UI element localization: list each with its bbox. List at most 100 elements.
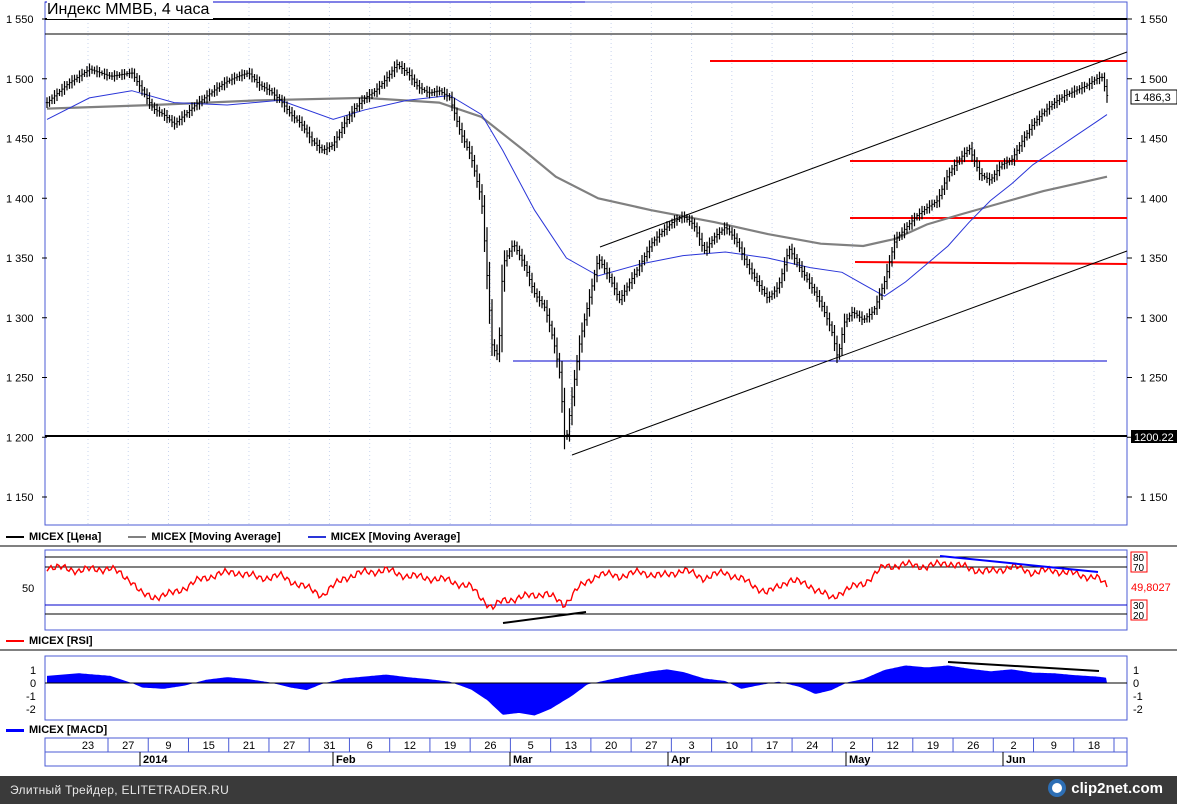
month-label: Mar: [513, 754, 533, 766]
day-label: 12: [887, 740, 899, 752]
legend-item-ma-short: MICEX [Moving Average]: [307, 531, 461, 543]
price-tick-label-right: 1 400: [1140, 193, 1168, 205]
price-tick-label: 1 550: [6, 14, 34, 26]
month-label: May: [849, 754, 871, 766]
price-tick-label: 1 400: [6, 193, 34, 205]
price-tick-label-right: 1 550: [1140, 14, 1168, 26]
macd-tick-label-right: -2: [1133, 704, 1143, 716]
legend-label-macd: MICEX [MACD]: [29, 724, 108, 736]
price-tick-label-right: 1 450: [1140, 134, 1168, 146]
legend-label-ma-long: MICEX [Moving Average]: [151, 531, 281, 543]
legend-label-ma-short: MICEX [Moving Average]: [330, 531, 461, 543]
price-tick-label: 1 300: [6, 313, 34, 325]
price-tick-label-right: 1 250: [1140, 373, 1168, 385]
rsi-panel: 50 80 70 30 20 49,8027: [22, 549, 1171, 631]
month-label: 2014: [143, 754, 168, 766]
day-label: 19: [444, 740, 456, 752]
rsi-label-70: 70: [1133, 563, 1145, 574]
price-tick-label: 1 150: [6, 492, 34, 504]
legend-item-price: MICEX [Цена]: [6, 531, 101, 543]
price-legend: MICEX [Цена] MICEX [Moving Average] MICE…: [6, 531, 484, 543]
rsi-tick-50: 50: [22, 583, 34, 595]
legend-item-ma-long: MICEX [Moving Average]: [128, 531, 281, 543]
legend-swatch-macd: [6, 728, 24, 732]
day-labels: 23 27 9 15 21 27 31 6 12 19 26 5 13 20 27 3 10 17 24 2 12 19 2…: [82, 738, 1115, 752]
channel-lower-line: [571, 250, 1128, 456]
price-tick-label-right: 1 300: [1140, 313, 1168, 325]
clip2net-logo-text: clip2net.com: [1071, 780, 1163, 797]
rsi-value-label: 49,8027: [1131, 582, 1171, 594]
chart-title: Индекс ММВБ, 4 часа: [47, 1, 214, 19]
legend-swatch-price: [6, 536, 24, 539]
macd-axis-right: 10-1-2: [1133, 665, 1143, 716]
legend-label-price: MICEX [Цена]: [29, 531, 102, 543]
macd-tick-label: -2: [26, 704, 36, 716]
day-label: 27: [283, 740, 295, 752]
day-label: 2: [1010, 740, 1016, 752]
month-label: Feb: [336, 754, 356, 766]
month-label: Apr: [671, 754, 691, 766]
price-tick-label: 1 250: [6, 373, 34, 385]
day-label: 10: [726, 740, 738, 752]
macd-histogram: [47, 665, 1107, 716]
level-badge: 1200.22: [1131, 430, 1177, 444]
day-label: 5: [528, 740, 534, 752]
macd-tick-label: 0: [30, 678, 36, 690]
macd-tick-label-right: -1: [1133, 691, 1143, 703]
price-tick-label: 1 200: [6, 432, 34, 444]
day-label: 23: [82, 740, 94, 752]
price-tick-label-right: 1 150: [1140, 492, 1168, 504]
day-label: 15: [203, 740, 215, 752]
day-label: 19: [927, 740, 939, 752]
price-tick-label-right: 1 350: [1140, 253, 1168, 265]
price-tick-label-right: 1 500: [1140, 74, 1168, 86]
last-value-badge: 1 486,3: [1130, 89, 1177, 105]
macd-panel-frame: [44, 655, 1128, 721]
level-value-label: 1200.22: [1134, 432, 1174, 444]
macd-tick-label: -1: [26, 691, 36, 703]
day-label: 9: [165, 740, 171, 752]
legend-swatch-ma-short: [307, 536, 326, 539]
legend-swatch-ma-long: [128, 536, 147, 539]
rsi-line: [46, 558, 1108, 611]
day-label: 27: [645, 740, 657, 752]
clip2net-logo[interactable]: clip2net.com: [1048, 779, 1163, 798]
rsi-panel-frame: [44, 549, 1128, 631]
price-panel: 1 550 1 500 1 450 1 400 1 350 1 300 1 250 1 200…: [6, 1, 1177, 526]
month-labels: 2014 Feb Mar Apr May Jun: [139, 752, 1026, 766]
ma-long-line: [46, 96, 1108, 248]
macd-panel: 10-1-2 10-1-2: [26, 655, 1143, 721]
price-tick-label: 1 350: [6, 253, 34, 265]
day-label: 17: [766, 740, 778, 752]
macd-legend: MICEX [MACD]: [6, 724, 107, 736]
day-label: 13: [565, 740, 577, 752]
price-axis-left: 1 550 1 500 1 450 1 400 1 350 1 300 1 250 1 200…: [6, 14, 47, 504]
macd-tick-label: 1: [30, 665, 36, 677]
day-label: 26: [967, 740, 979, 752]
rsi-divergence-line-top: [939, 555, 1099, 573]
time-axis: 23 27 9 15 21 27 31 6 12 19 26 5 13 20 27 3 10 17 24 2 12 19 2…: [44, 737, 1128, 767]
channel-upper-line: [599, 51, 1128, 248]
day-label: 26: [484, 740, 496, 752]
price-tick-label: 1 500: [6, 74, 34, 86]
day-label: 2: [849, 740, 855, 752]
footer-bar: Элитный Трейдер, ELITETRADER.RU clip2net…: [0, 776, 1177, 804]
rsi-label-80: 80: [1133, 553, 1145, 564]
clip2net-logo-icon: [1048, 779, 1067, 798]
legend-swatch-rsi: [6, 640, 24, 643]
rsi-divergence-line-bottom: [502, 611, 587, 624]
day-label: 31: [323, 740, 335, 752]
macd-tick-label-right: 1: [1133, 665, 1139, 677]
footer-credit: Элитный Трейдер, ELITETRADER.RU: [10, 783, 230, 797]
rsi-legend: MICEX [RSI]: [6, 635, 93, 647]
day-label: 12: [404, 740, 416, 752]
macd-tick-label-right: 0: [1133, 678, 1139, 690]
day-label: 3: [689, 740, 695, 752]
resistance-level-4: [854, 261, 1128, 265]
ma-short-line: [46, 90, 1108, 297]
day-label: 27: [122, 740, 134, 752]
price-bars: [45, 59, 1109, 450]
macd-axis-left: 10-1-2: [26, 665, 36, 716]
last-value-label: 1 486,3: [1134, 92, 1171, 104]
